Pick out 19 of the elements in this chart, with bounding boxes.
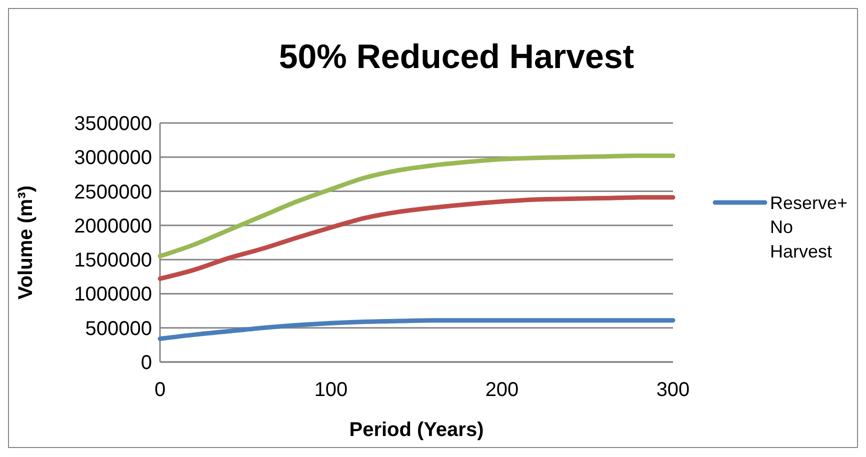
line-series bbox=[158, 318, 676, 342]
y-tick-label: 1000000 bbox=[74, 284, 152, 306]
y-tick-label: 500000 bbox=[85, 318, 152, 340]
y-tick-label: 2000000 bbox=[74, 215, 152, 238]
y-axis-title: Volume (m³) bbox=[15, 185, 37, 300]
y-tick-label: 0 bbox=[140, 352, 152, 374]
chart-title: 50% Reduced Harvest bbox=[278, 38, 634, 76]
y-tick-label: 1500000 bbox=[74, 250, 152, 272]
legend-label: Reserve+ No Harvest bbox=[770, 192, 848, 262]
x-tick-label: 100 bbox=[314, 379, 348, 401]
x-axis-title: Period (Years) bbox=[349, 419, 484, 441]
line-series bbox=[158, 154, 676, 258]
x-tick-label: 0 bbox=[154, 379, 166, 401]
x-tick-label: 300 bbox=[656, 379, 690, 401]
y-tick-label: 3500000 bbox=[74, 113, 152, 135]
y-tick-label: 3000000 bbox=[74, 147, 152, 170]
line-series bbox=[158, 195, 676, 281]
x-tick-label: 200 bbox=[485, 379, 519, 401]
y-tick-label: 2500000 bbox=[74, 181, 152, 204]
